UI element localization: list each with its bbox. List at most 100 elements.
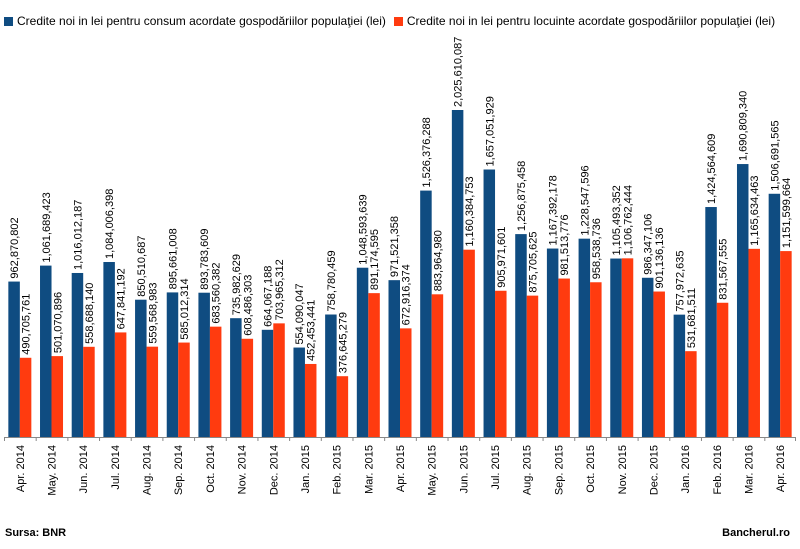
data-label-locuinte: 683,560,382 xyxy=(211,262,223,323)
data-label-consum: 895,661,008 xyxy=(167,228,179,289)
data-label-consum: 1,167,392,178 xyxy=(548,175,560,245)
data-label-consum: 664,067,188 xyxy=(263,266,275,327)
bar-consum xyxy=(388,280,400,437)
data-label-locuinte: 376,645,279 xyxy=(337,312,349,373)
x-tick-label: Dec. 2015 xyxy=(648,445,660,495)
bar-consum xyxy=(420,190,432,437)
bar-locuinte xyxy=(209,326,222,437)
x-tick-label: May. 2015 xyxy=(427,445,439,496)
data-label-consum: 1,526,376,288 xyxy=(421,117,433,187)
bar-consum xyxy=(198,292,210,437)
data-label-locuinte: 452,453,441 xyxy=(306,300,318,361)
x-tick-label: Aug. 2014 xyxy=(142,445,154,495)
source-label: Sursa: BNR xyxy=(5,527,67,539)
x-tick-label: Dec. 2014 xyxy=(268,445,280,495)
legend-label-consum: Credite noi in lei pentru consum acordat… xyxy=(17,14,386,28)
bar-consum xyxy=(673,314,686,437)
bar-locuinte xyxy=(146,346,159,437)
data-label-consum: 1,105,493,352 xyxy=(611,185,623,255)
x-tick-label: Nov. 2014 xyxy=(237,445,249,494)
data-label-locuinte: 501,070,896 xyxy=(52,292,64,353)
data-label-locuinte: 1,106,762,444 xyxy=(623,185,635,255)
bar-locuinte xyxy=(653,291,665,437)
data-label-locuinte: 901,136,136 xyxy=(654,227,666,288)
data-label-consum: 757,972,635 xyxy=(674,250,686,311)
bar-locuinte xyxy=(336,376,349,437)
x-tick-label: Oct. 2015 xyxy=(585,445,597,493)
bar-consum xyxy=(610,258,622,437)
data-label-locuinte: 647,841,192 xyxy=(116,268,128,329)
data-label-locuinte: 1,160,384,753 xyxy=(464,176,476,246)
data-label-locuinte: 831,567,555 xyxy=(718,239,730,300)
brand-label: Bancherul.ro xyxy=(722,527,790,539)
legend-swatch-locuinte xyxy=(393,16,403,26)
bar-consum xyxy=(546,248,559,437)
x-tick-label: Sep. 2015 xyxy=(553,445,565,495)
data-label-consum: 1,084,006,398 xyxy=(104,189,116,259)
legend-swatch-consum xyxy=(4,16,13,26)
bar-locuinte xyxy=(400,328,412,437)
legend-item-locuinte: Credite noi in lei pentru locuinte acord… xyxy=(393,14,775,28)
x-tick-label: Oct. 2014 xyxy=(205,445,217,493)
x-tick-label: Sep. 2014 xyxy=(173,445,185,495)
x-tick-label: Apr. 2015 xyxy=(395,445,407,492)
x-tick-label: Nov. 2015 xyxy=(617,445,629,494)
data-label-locuinte: 608,486,303 xyxy=(242,275,254,336)
bar-locuinte xyxy=(590,282,602,437)
bar-locuinte xyxy=(368,293,380,437)
data-label-consum: 554,090,047 xyxy=(294,283,306,344)
data-label-consum: 1,506,691,565 xyxy=(769,120,781,190)
x-tick-label: Jul. 2014 xyxy=(110,445,122,490)
bar-locuinte xyxy=(83,346,95,437)
data-label-consum: 850,510,687 xyxy=(136,236,148,297)
bar-consum xyxy=(293,347,305,437)
x-tick-label: Jul. 2015 xyxy=(490,445,502,490)
bar-locuinte xyxy=(463,249,475,437)
bar-consum xyxy=(356,267,369,437)
x-tick-label: Mar. 2015 xyxy=(363,445,375,494)
data-label-consum: 1,016,012,187 xyxy=(72,200,84,270)
data-label-locuinte: 531,681,511 xyxy=(686,288,698,348)
bar-consum xyxy=(8,281,20,437)
bar-consum xyxy=(71,272,84,437)
data-label-locuinte: 490,705,761 xyxy=(21,294,33,355)
chart-legend: Credite noi in lei pentru consum acordat… xyxy=(4,14,783,28)
data-label-locuinte: 1,151,599,664 xyxy=(781,178,793,248)
data-label-locuinte: 958,538,736 xyxy=(591,218,603,279)
data-label-consum: 2,025,610,087 xyxy=(453,37,465,107)
bar-consum xyxy=(705,207,717,437)
data-label-consum: 735,982,629 xyxy=(231,254,243,315)
data-label-locuinte: 875,705,625 xyxy=(527,231,539,292)
bar-consum xyxy=(261,329,274,437)
data-label-consum: 1,657,051,929 xyxy=(484,96,496,166)
x-tick-label: Jun. 2014 xyxy=(78,445,90,493)
legend-item-consum: Credite noi in lei pentru consum acordat… xyxy=(4,14,386,28)
bar-locuinte xyxy=(685,351,697,437)
bar-locuinte xyxy=(114,332,127,437)
x-tick-label: Aug. 2015 xyxy=(522,445,534,495)
data-label-locuinte: 559,568,983 xyxy=(147,282,159,343)
bar-consum xyxy=(768,193,781,437)
x-tick-label: May. 2014 xyxy=(47,445,59,496)
bar-consum xyxy=(103,262,115,437)
bar-locuinte xyxy=(716,302,729,437)
bar-consum xyxy=(166,292,179,437)
data-label-locuinte: 703,965,312 xyxy=(274,259,286,320)
bar-locuinte xyxy=(495,290,507,437)
data-label-consum: 1,061,689,423 xyxy=(41,192,53,262)
bar-locuinte xyxy=(558,278,570,437)
bar-locuinte xyxy=(621,258,634,437)
x-tick-label: Jun. 2015 xyxy=(458,445,470,493)
x-tick-label: Jan. 2015 xyxy=(300,445,312,493)
data-label-consum: 1,690,809,340 xyxy=(738,91,750,161)
data-label-locuinte: 891,174,595 xyxy=(369,229,381,290)
bar-consum xyxy=(515,234,527,437)
data-label-consum: 1,048,593,639 xyxy=(358,194,370,264)
bar-consum xyxy=(641,277,654,437)
bar-locuinte xyxy=(273,323,285,437)
bar-consum xyxy=(325,314,337,437)
bar-locuinte xyxy=(178,342,190,437)
x-tick-label: Apr. 2016 xyxy=(775,445,787,492)
bar-locuinte xyxy=(780,251,792,437)
